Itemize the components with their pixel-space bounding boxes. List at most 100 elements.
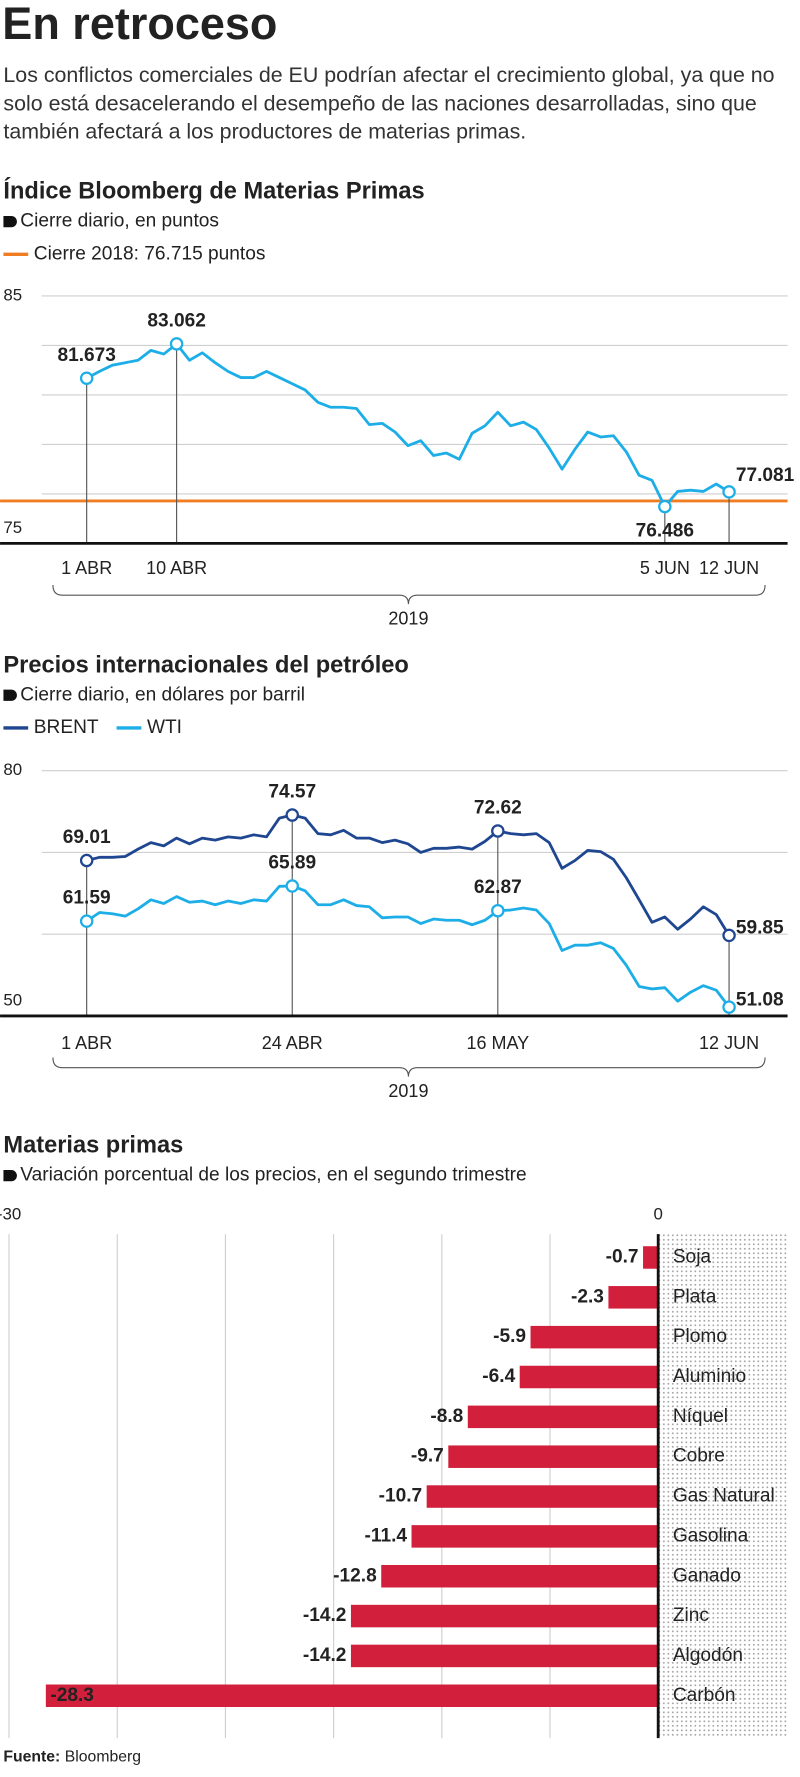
bar (426, 1485, 659, 1508)
legend-label: BRENT (34, 717, 99, 738)
series-line (86, 813, 731, 937)
data-label: 51.08 (736, 989, 784, 1010)
data-label: 69.01 (63, 827, 111, 848)
data-label: 74.57 (268, 782, 316, 803)
point-marker (79, 853, 94, 868)
data-label: -10.7 (379, 1486, 423, 1507)
data-label: 72.62 (474, 798, 522, 819)
page-subtitle: Los conflictos comerciales de EU podrían… (3, 64, 775, 145)
chart-title: Precios internacionales del petróleo (3, 652, 408, 678)
page-title: En retroceso (2, 0, 277, 49)
subtitle-marker (3, 1170, 17, 1182)
data-label: 76.486 (636, 520, 694, 541)
data-label: -11.4 (365, 1525, 408, 1546)
point-marker (169, 337, 184, 351)
x-tick-label: 0 (654, 1204, 663, 1223)
data-label: -12.8 (333, 1565, 377, 1586)
category-label: Algodón (673, 1645, 743, 1666)
series-line (85, 884, 731, 1008)
point-marker (722, 1000, 736, 1014)
bar (608, 1286, 659, 1309)
category-label: Gas Natural (673, 1486, 775, 1507)
point-marker (285, 879, 299, 893)
y-tick-label: 75 (3, 518, 22, 537)
x-tick-label: -30 (0, 1204, 21, 1223)
point-marker (285, 808, 299, 822)
point-marker (722, 928, 736, 943)
x-tick-label: 12 JUN (699, 1033, 759, 1053)
bar (411, 1525, 659, 1548)
category-label: Soja (673, 1247, 712, 1268)
x-tick-label: 1 ABR (61, 1033, 112, 1053)
data-label: -9.7 (411, 1446, 444, 1467)
legend-label: WTI (147, 717, 182, 738)
data-label: 77.081 (736, 465, 795, 486)
data-label: 62.87 (474, 877, 522, 898)
data-label: 83.062 (147, 310, 205, 331)
point-marker (491, 903, 505, 918)
data-label: 81.673 (57, 345, 115, 366)
data-label: -14.2 (303, 1605, 347, 1626)
data-label: 65.89 (268, 853, 316, 874)
data-label: 59.85 (736, 918, 784, 939)
data-label: -28.3 (50, 1685, 94, 1706)
bar (350, 1644, 659, 1668)
data-label: -8.8 (430, 1406, 463, 1427)
bar (45, 1684, 659, 1708)
category-label: Zinc (673, 1605, 710, 1626)
chart-title: Índice Bloomberg de Materias Primas (3, 177, 424, 205)
year-bracket (52, 1057, 766, 1077)
chart-subtitle: Cierre diario, en dólares por barril (20, 684, 305, 705)
category-label: Cobre (673, 1446, 725, 1467)
chart-subtitle: Variación porcentual de los precios, en … (20, 1165, 526, 1186)
point-marker (79, 914, 94, 928)
category-label: Aluminio (673, 1366, 746, 1387)
category-label: Plata (673, 1286, 717, 1307)
footer-source: Bloomberg (65, 1748, 141, 1765)
x-tick-label: 1 ABR (61, 558, 112, 578)
x-tick-label: 12 JUN (699, 558, 759, 578)
y-tick-label: 85 (3, 285, 22, 304)
chart-title: Materias primas (3, 1133, 183, 1159)
subtitle-marker (3, 689, 17, 701)
bar (381, 1564, 659, 1588)
footer: Fuente: Bloomberg (3, 1748, 141, 1765)
series-line (86, 342, 730, 509)
point-marker (79, 371, 94, 385)
data-label: -2.3 (571, 1286, 604, 1307)
year-bracket (52, 585, 766, 605)
category-label: Plomo (673, 1326, 727, 1347)
x-tick-label: 5 JUN (640, 558, 690, 578)
bar (643, 1246, 659, 1269)
data-label: -6.4 (482, 1366, 515, 1387)
category-label: Ganado (673, 1565, 741, 1586)
point-marker (658, 499, 672, 514)
bar (350, 1604, 659, 1628)
subtitle-marker (3, 216, 17, 228)
x-axis-label: 2019 (388, 1081, 428, 1101)
subtitle-box: Los conflictos comerciales de EU podrían… (3, 64, 775, 145)
footer-label: Fuente: (3, 1748, 60, 1765)
data-label: -5.9 (493, 1326, 526, 1347)
y-tick-label: 50 (3, 991, 22, 1010)
dotted-label-area (658, 1234, 788, 1739)
bar (519, 1365, 659, 1389)
point-marker (722, 485, 736, 499)
bar (467, 1405, 659, 1429)
category-label: Carbón (673, 1685, 736, 1706)
x-tick-label: 24 ABR (262, 1033, 323, 1053)
x-tick-label: 10 ABR (146, 558, 207, 578)
data-label: -14.2 (303, 1645, 347, 1666)
category-label: Gasolina (673, 1525, 749, 1546)
data-label: 61.59 (63, 888, 111, 909)
chart-subtitle: Cierre diario, en puntos (20, 211, 219, 232)
x-tick-label: 16 MAY (466, 1033, 529, 1053)
data-label: -0.7 (606, 1247, 639, 1268)
x-axis-label: 2019 (388, 609, 428, 629)
bar (530, 1325, 659, 1349)
legend-label: Cierre 2018: 76.715 puntos (34, 243, 266, 264)
bar (448, 1445, 659, 1468)
y-tick-label: 80 (3, 760, 22, 779)
